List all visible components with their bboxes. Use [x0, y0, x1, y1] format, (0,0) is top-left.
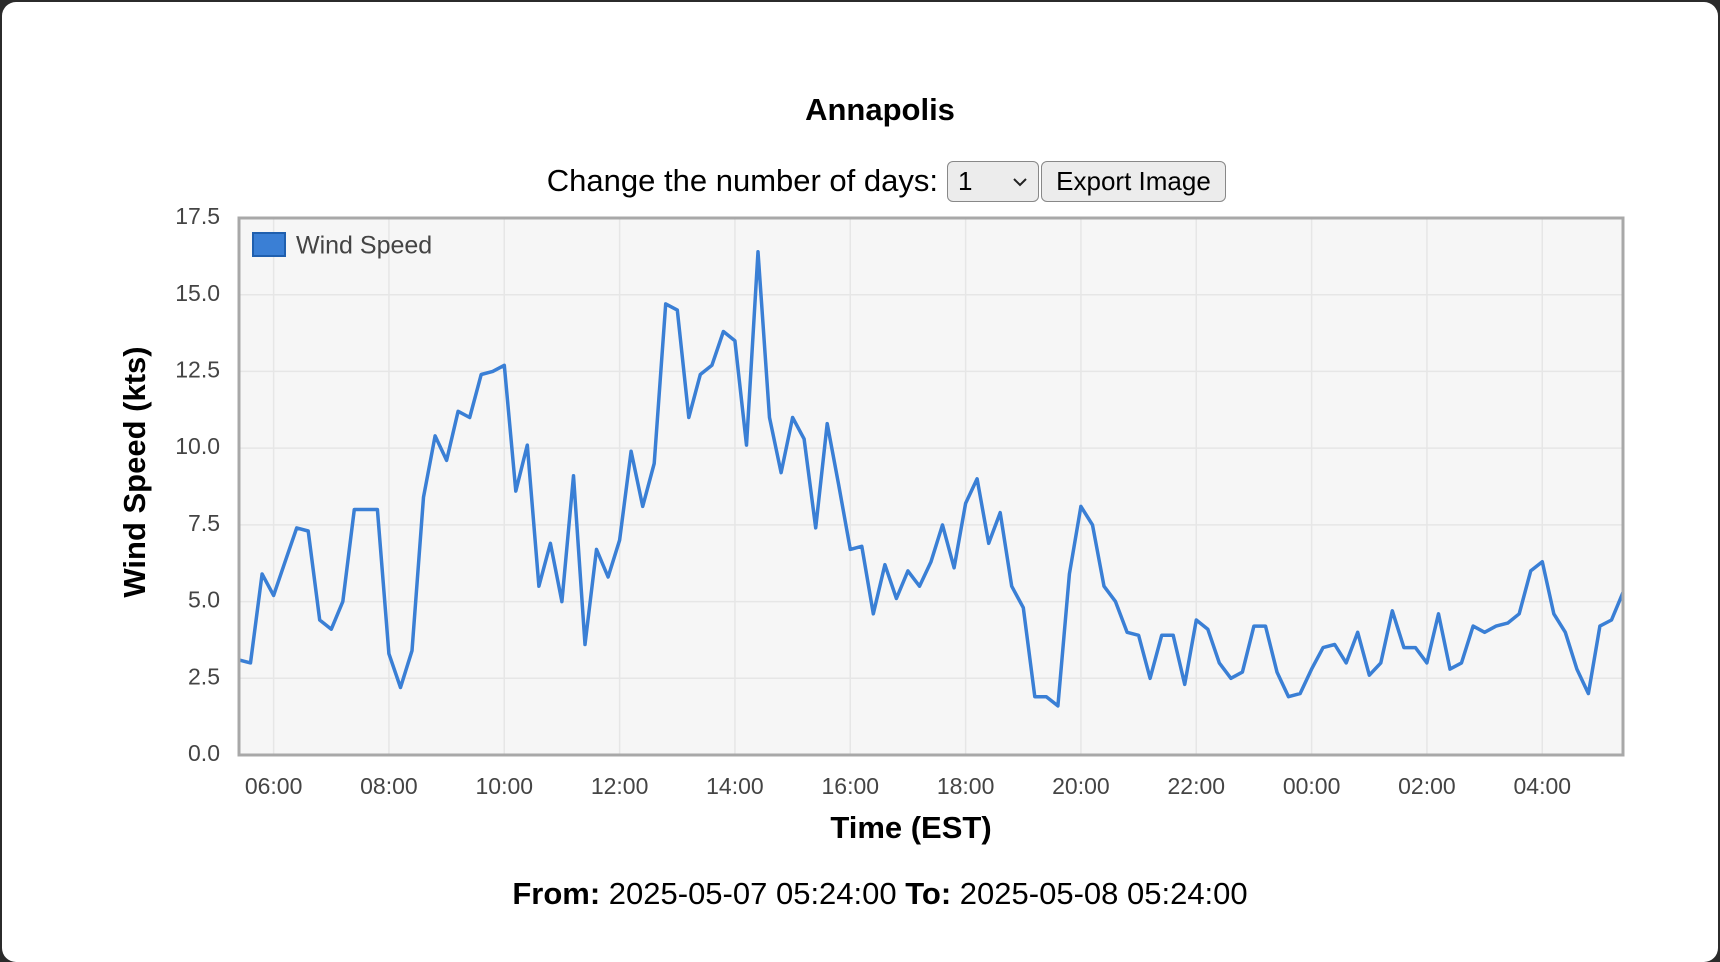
- x-tick-label: 14:00: [706, 773, 764, 799]
- days-label: Change the number of days:: [546, 163, 938, 198]
- y-tick-label: 0.0: [188, 740, 220, 766]
- y-axis-label: Wind Speed (kts): [117, 346, 152, 597]
- to-label: To:: [905, 876, 952, 911]
- x-tick-label: 08:00: [360, 773, 418, 799]
- x-tick-label: 10:00: [475, 773, 533, 799]
- page-title: Annapolis: [805, 92, 955, 127]
- export-button[interactable]: Export Image: [1041, 161, 1226, 202]
- x-tick-label: 20:00: [1052, 773, 1110, 799]
- x-tick-label: 02:00: [1398, 773, 1456, 799]
- y-tick-label: 5.0: [188, 587, 220, 613]
- x-tick-label: 22:00: [1167, 773, 1225, 799]
- x-tick-label: 04:00: [1513, 773, 1571, 799]
- x-axis-label: Time (EST): [830, 810, 991, 845]
- days-select[interactable]: 1: [947, 161, 1039, 202]
- legend-swatch: [252, 232, 286, 257]
- legend-label: Wind Speed: [296, 232, 432, 260]
- y-tick-label: 7.5: [188, 510, 220, 536]
- x-tick-label: 12:00: [591, 773, 649, 799]
- line-series: [238, 250, 1625, 708]
- plot-border: [237, 216, 1625, 757]
- days-value: 1: [958, 166, 973, 196]
- x-tick-label: 06:00: [245, 773, 303, 799]
- y-tick-label: 2.5: [188, 663, 220, 689]
- from-label: From:: [512, 876, 601, 911]
- to-value: 2025-05-08 05:24:00: [959, 876, 1248, 911]
- dropdown-arrow: [1013, 178, 1027, 187]
- date-range: From: 2025-05-07 05:24:00 To: 2025-05-08…: [0, 876, 1720, 912]
- y-tick-label: 12.5: [175, 357, 220, 383]
- y-tick-label: 17.5: [175, 203, 220, 229]
- x-tick-label: 00:00: [1283, 773, 1341, 799]
- y-tick-label: 10.0: [175, 433, 220, 459]
- x-tick-label: 18:00: [937, 773, 995, 799]
- y-tick-label: 15.0: [175, 280, 220, 306]
- x-tick-label: 16:00: [821, 773, 879, 799]
- from-value: 2025-05-07 05:24:00: [608, 876, 897, 911]
- plot-area: [239, 218, 1623, 755]
